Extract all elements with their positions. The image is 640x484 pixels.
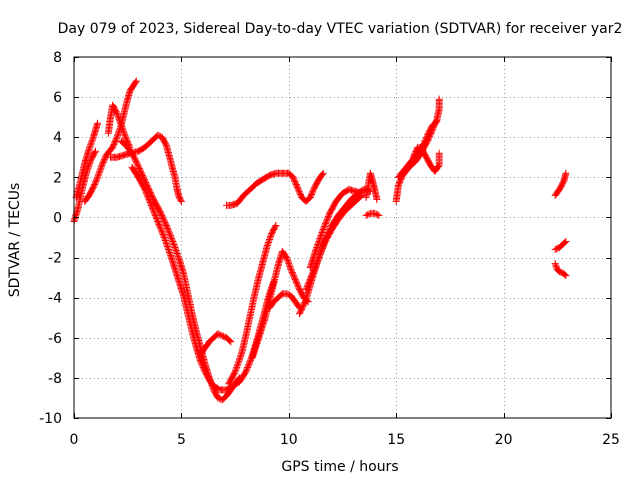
series-arc-u — [551, 169, 570, 199]
data-points — [70, 77, 570, 404]
y-tick-label: -10 — [39, 411, 62, 427]
data-marker-trace — [302, 191, 366, 294]
x-tick-label: 15 — [387, 432, 405, 448]
data-marker-trace — [117, 137, 243, 404]
y-tick-label: 2 — [53, 170, 62, 186]
y-tick-label: -2 — [48, 251, 62, 267]
y-tick-label: 6 — [53, 90, 62, 106]
data-marker-trace — [266, 290, 303, 312]
data-marker-trace — [197, 330, 235, 358]
data-marker-trace — [223, 169, 327, 209]
y-tick-label: -4 — [48, 291, 62, 307]
x-tick-label: 5 — [177, 432, 186, 448]
series-arc-k — [266, 290, 303, 312]
y-tick-label: -8 — [48, 371, 62, 387]
data-marker-trace — [551, 169, 570, 199]
data-marker-trace — [551, 260, 570, 280]
series-arc-q — [362, 209, 383, 219]
series-arc-f — [117, 137, 243, 404]
data-marker-trace — [107, 131, 185, 205]
series-arc-t — [409, 143, 443, 175]
data-marker-trace — [551, 238, 570, 253]
plot-frame — [73, 56, 612, 419]
y-tick-label: 8 — [53, 50, 62, 66]
y-tick-label: 4 — [53, 130, 62, 146]
x-tick-label: 10 — [280, 432, 298, 448]
x-tick-label: 0 — [70, 432, 79, 448]
chart-title: Day 079 of 2023, Sidereal Day-to-day VTE… — [58, 21, 623, 37]
data-marker-trace — [409, 143, 443, 175]
series-arc-h — [197, 330, 235, 358]
axis-ticks: 0 5 10 15 20 25 -10 -8 -6 -4 -2 0 2 4 6 8 — [39, 50, 620, 448]
series-arc-p — [362, 169, 381, 203]
data-marker-trace — [362, 169, 381, 203]
grid — [74, 57, 611, 418]
y-axis-label: SDTVAR / TECUs — [7, 183, 23, 298]
series-arc-i — [225, 222, 280, 388]
series-arc-d — [104, 101, 134, 151]
series-arc-o — [306, 185, 366, 272]
series-arc-n — [302, 191, 366, 294]
x-axis-label: GPS time / hours — [281, 459, 398, 475]
y-tick-label: 0 — [53, 210, 62, 226]
series-arc-w — [551, 260, 570, 280]
x-tick-label: 20 — [495, 432, 513, 448]
series-arc-l — [223, 169, 327, 209]
data-marker-trace — [362, 209, 383, 219]
y-tick-label: -6 — [48, 331, 62, 347]
data-marker-trace — [306, 185, 366, 272]
series-arc-v — [551, 238, 570, 253]
data-marker-trace — [225, 222, 280, 388]
data-marker-trace — [104, 101, 134, 151]
series-arc-b — [72, 119, 102, 201]
data-marker-trace — [72, 119, 102, 201]
series-arc-e — [107, 131, 185, 205]
x-tick-label: 25 — [602, 432, 620, 448]
